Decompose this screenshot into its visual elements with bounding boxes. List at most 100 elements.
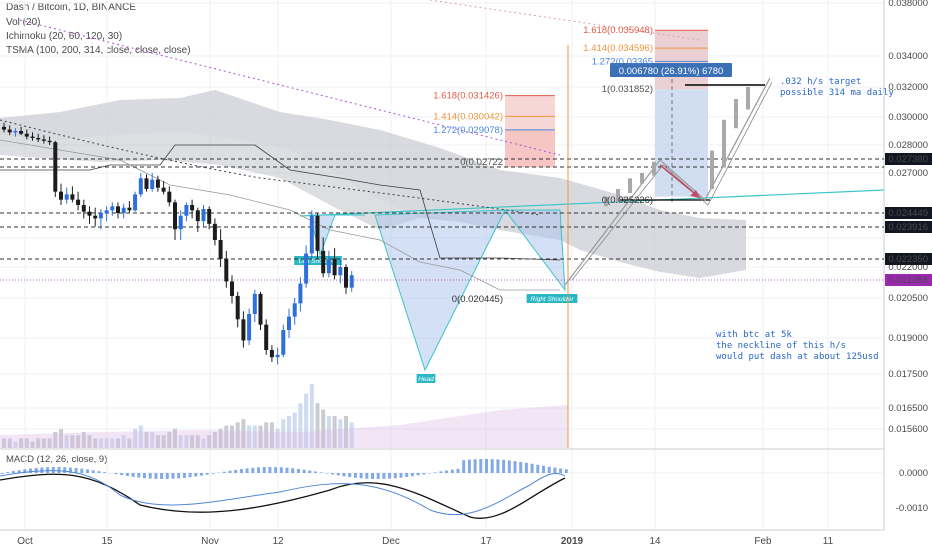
macd-histogram-bar xyxy=(359,473,363,479)
macd-histogram-bar xyxy=(268,467,272,473)
projected-candle xyxy=(616,189,620,203)
candle-body xyxy=(24,133,29,137)
volume-bar xyxy=(195,435,200,448)
macd-histogram-bar xyxy=(553,467,557,473)
macd-histogram-bar xyxy=(86,469,89,473)
fib-box-right xyxy=(655,30,708,90)
macd-histogram-bar xyxy=(222,471,226,473)
price-tick-label: 0.028000 xyxy=(888,140,928,151)
candle-body xyxy=(116,206,120,213)
kijun-line xyxy=(0,144,561,261)
macd-histogram-bar xyxy=(234,469,238,473)
macd-histogram-bar xyxy=(410,473,414,477)
macd-histogram-bar xyxy=(536,464,540,473)
price-tick-label: 0.032000 xyxy=(888,82,928,93)
volume-bar xyxy=(190,435,195,448)
candle-body xyxy=(110,206,115,211)
volume-bar xyxy=(104,438,109,448)
macd-histogram-bar xyxy=(308,470,312,473)
volume-bar xyxy=(7,438,12,448)
macd-histogram-bar xyxy=(177,473,181,479)
projected-candle xyxy=(746,87,750,110)
candle-body xyxy=(98,213,103,219)
macd-histogram-bar xyxy=(393,473,397,479)
price-tick-label: 0.020500 xyxy=(888,293,928,304)
macd-histogram-bar xyxy=(559,468,563,473)
price-highlight-label: 0.023916 xyxy=(888,222,928,233)
price-tick-label: 0.017500 xyxy=(888,369,928,380)
macd-histogram-bar xyxy=(74,468,78,473)
date-tick-label: Feb xyxy=(754,536,772,547)
price-tick-label: 0.027000 xyxy=(888,168,928,179)
indicator-tsma[interactable]: TSMA (100, 200, 314, close, close, close… xyxy=(6,45,191,56)
neckline xyxy=(299,189,885,217)
macd-histogram-bar xyxy=(91,470,95,473)
price-highlight-label: 0.027380 xyxy=(888,154,928,165)
candle-body xyxy=(93,215,98,219)
candle-body xyxy=(184,205,189,216)
macd-histogram-bar xyxy=(245,468,249,473)
volume-bars xyxy=(0,384,568,448)
candle-body xyxy=(235,295,240,320)
macd-histogram-bar xyxy=(120,473,124,476)
projection-path-2 xyxy=(571,81,773,281)
volume-bar xyxy=(133,428,138,448)
macd-tick-label: -0.0010 xyxy=(896,503,928,514)
candle-body xyxy=(224,258,229,282)
candle-body xyxy=(155,179,160,188)
candle-body xyxy=(150,179,155,189)
macd-histogram-bar xyxy=(97,471,101,473)
macd-histogram-bar xyxy=(348,473,352,478)
indicator-vol[interactable]: Vol (20) xyxy=(6,17,41,28)
macd-histogram-bar xyxy=(473,459,477,473)
macd-histogram-bar xyxy=(405,473,409,478)
macd-label[interactable]: MACD (12, 26, close, 9) xyxy=(6,454,108,465)
projected-candle xyxy=(722,119,726,168)
candle-body xyxy=(2,126,6,130)
chart-title: Dash / Bitcoin, 1D, BINANCE xyxy=(6,2,137,13)
volume-bar xyxy=(281,419,286,448)
annotation-usd: would put dash at about 125usd xyxy=(716,352,879,362)
macd-histogram-bar xyxy=(467,459,471,473)
volume-ma-area xyxy=(0,405,568,448)
candle-body xyxy=(138,178,143,195)
chart-text: 1.618(0.031426) 1.414(0.030042) 1.272(0.02… xyxy=(433,25,894,362)
candle-body xyxy=(41,139,46,141)
cloud-area-dark xyxy=(0,132,420,230)
date-axis: Oct 15 Nov 12 Dec 17 2019 14 Feb 11 xyxy=(17,536,833,547)
macd-histogram-bar xyxy=(274,467,278,473)
macd-histogram-bar xyxy=(291,468,295,473)
projected-candle xyxy=(734,99,738,129)
head-shape xyxy=(374,209,506,372)
candle-body xyxy=(53,142,58,192)
macd-histogram-bar xyxy=(57,467,61,473)
candle-body xyxy=(64,194,69,200)
macd-histogram-bar xyxy=(490,459,494,473)
candle-body xyxy=(247,314,252,341)
candle-body xyxy=(321,250,326,274)
macd-histogram-bar xyxy=(314,471,317,473)
volume-bar xyxy=(332,416,337,448)
indicator-ichimoku[interactable]: Ichimoku (20, 60, 120, 30) xyxy=(6,31,123,42)
price-highlight-bg xyxy=(885,253,932,265)
candle-body xyxy=(292,303,297,317)
candle-body xyxy=(230,281,234,296)
macd-tick-label: 0.0000 xyxy=(899,468,928,479)
candle-body xyxy=(309,215,314,254)
macd-histogram-bar xyxy=(228,470,232,473)
volume-bar xyxy=(161,435,166,448)
macd-histogram-bar xyxy=(302,469,306,473)
macd-histogram-bar xyxy=(365,473,369,479)
candle-body xyxy=(281,330,286,355)
macd-histogram-bar xyxy=(251,467,255,473)
candle-body xyxy=(264,324,269,350)
macd-histogram-bar xyxy=(68,467,72,473)
macd-histogram-bar xyxy=(29,468,32,473)
candle-body xyxy=(81,205,86,212)
candle-body xyxy=(167,191,172,203)
volume-bar xyxy=(121,435,126,448)
annotation-neckline: the neckline of this h/s xyxy=(716,341,846,351)
volume-bar xyxy=(2,438,6,448)
macd-histogram-bar xyxy=(416,473,420,476)
